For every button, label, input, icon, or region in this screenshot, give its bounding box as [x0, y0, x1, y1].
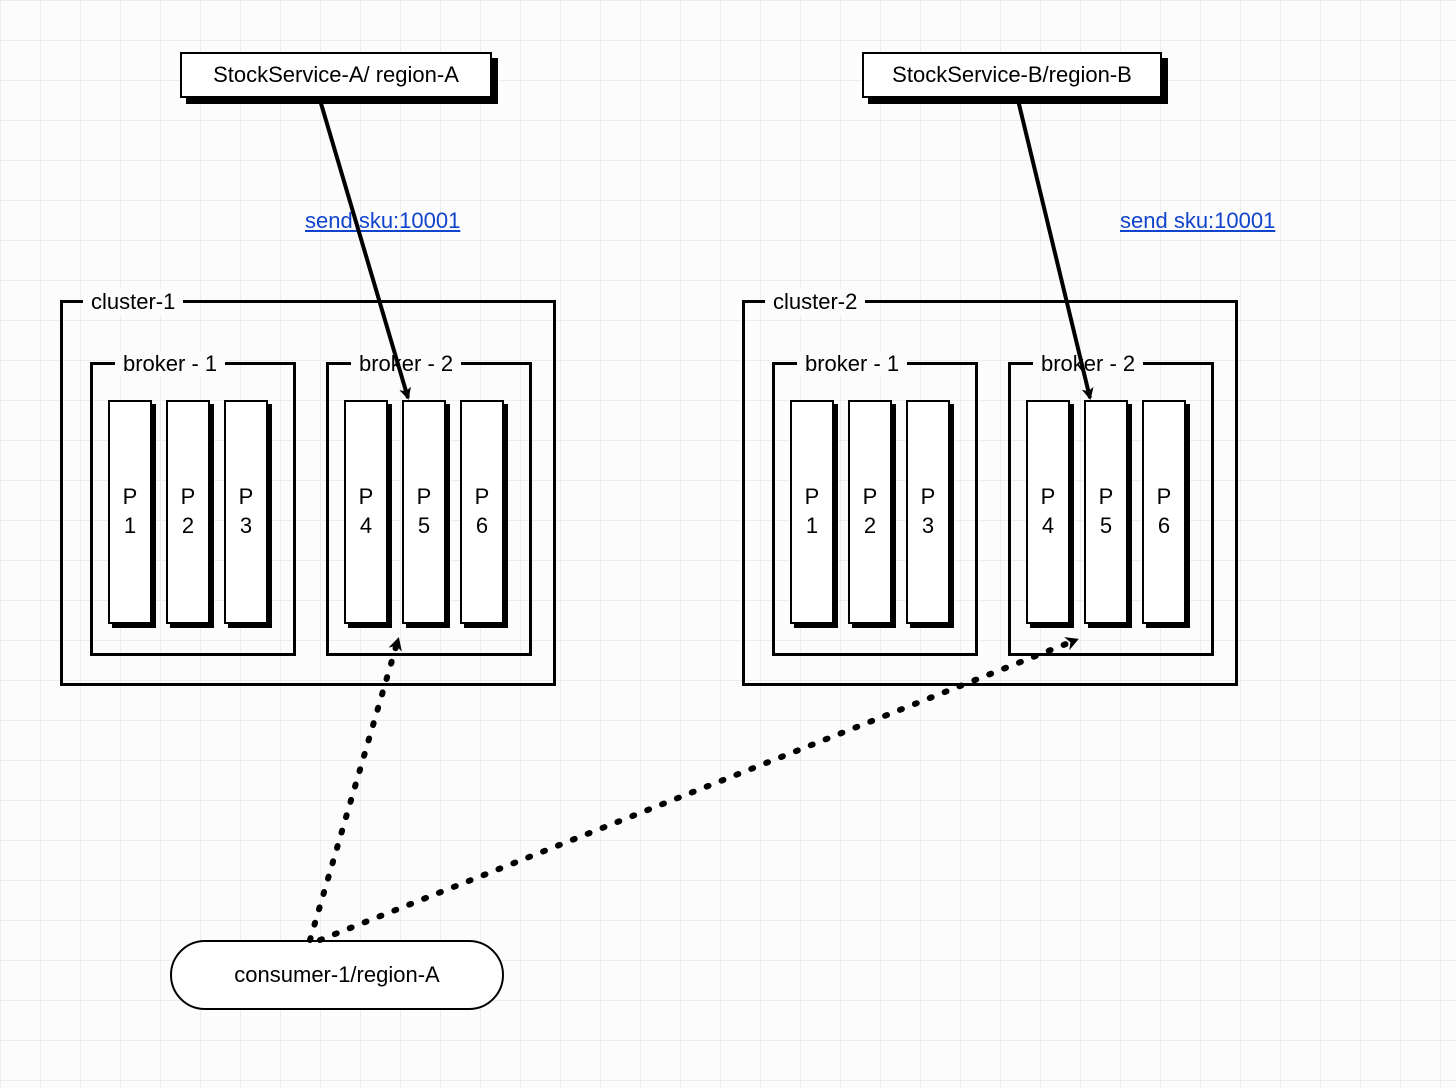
partition-c1b2p5: P5 [402, 400, 446, 624]
consumer-label: consumer-1/region-A [234, 962, 439, 988]
broker-c2-1-label: broker - 1 [797, 351, 907, 377]
send-label-b: send sku:10001 [1120, 208, 1275, 234]
service-a-label: StockService-A/ region-A [213, 62, 459, 88]
partition-c1b1p3: P3 [224, 400, 268, 624]
partition-c2b2p6: P6 [1142, 400, 1186, 624]
broker-c1-1-label: broker - 1 [115, 351, 225, 377]
broker-c1-2-label: broker - 2 [351, 351, 461, 377]
send-label-a: send sku:10001 [305, 208, 460, 234]
partition-c1b1p2: P2 [166, 400, 210, 624]
partition-c2b2p4: P4 [1026, 400, 1070, 624]
service-b-label: StockService-B/region-B [892, 62, 1132, 88]
partition-c1b2p4: P4 [344, 400, 388, 624]
partition-c2b1p1: P1 [790, 400, 834, 624]
service-b-box: StockService-B/region-B [862, 52, 1162, 98]
partition-c1b2p6: P6 [460, 400, 504, 624]
diagram-canvas: StockService-A/ region-A StockService-B/… [0, 0, 1456, 1088]
partition-c2b2p5: P5 [1084, 400, 1128, 624]
partition-c1b1p1: P1 [108, 400, 152, 624]
partition-c2b1p2: P2 [848, 400, 892, 624]
consumer-box: consumer-1/region-A [170, 940, 504, 1010]
broker-c2-2-label: broker - 2 [1033, 351, 1143, 377]
cluster-1-label: cluster-1 [83, 289, 183, 315]
partition-c2b1p3: P3 [906, 400, 950, 624]
cluster-2-label: cluster-2 [765, 289, 865, 315]
service-a-box: StockService-A/ region-A [180, 52, 492, 98]
